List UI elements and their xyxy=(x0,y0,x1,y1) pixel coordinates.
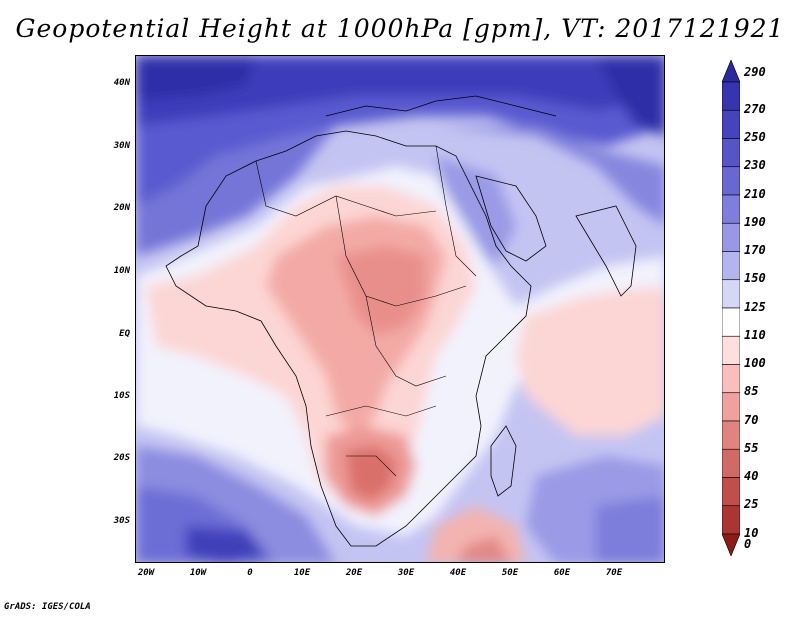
lat-label-10n: 10N xyxy=(113,266,130,276)
colorbar-label: 250 xyxy=(744,130,766,145)
europe-coast xyxy=(325,95,557,117)
lon-label-40e: 40E xyxy=(449,568,467,578)
colorbar-swatch xyxy=(722,477,740,507)
geopotential-map xyxy=(136,56,664,562)
colorbar-label: 270 xyxy=(744,101,766,116)
colorbar-label: 55 xyxy=(744,440,759,455)
lat-label-40n: 40N xyxy=(113,78,130,88)
lon-label-30e: 30E xyxy=(397,568,415,578)
colorbar-label: 100 xyxy=(744,356,766,371)
map-plot-area xyxy=(135,55,665,563)
colorbar-swatch xyxy=(722,222,740,252)
colorbar-label: 230 xyxy=(744,158,766,173)
border-south-central xyxy=(365,295,447,387)
colorbar-swatch xyxy=(722,81,740,111)
madagascar-coast xyxy=(490,425,517,497)
colorbar-swatch xyxy=(722,138,740,168)
colorbar-swatch xyxy=(722,420,740,450)
lat-label-10s: 10S xyxy=(113,391,130,401)
lat-label-20s: 20S xyxy=(113,453,130,463)
grads-credit: GrADS: IGES/COLA xyxy=(4,602,91,612)
colorbar-label: 170 xyxy=(744,243,766,258)
colorbar-label: 150 xyxy=(744,271,766,286)
colorbar-swatch xyxy=(722,251,740,281)
lat-label-eq: EQ xyxy=(119,329,130,339)
colorbar-label: 190 xyxy=(744,214,766,229)
colorbar-swatch xyxy=(722,166,740,196)
colorbar-swatch xyxy=(722,392,740,422)
colorbar-label: 10 xyxy=(744,525,759,540)
colorbar-label: 125 xyxy=(744,299,766,314)
africa-coast xyxy=(165,130,532,547)
india-coast xyxy=(575,205,637,297)
colorbar-swatch xyxy=(722,335,740,365)
colorbar-label: 85 xyxy=(744,384,759,399)
lon-label-10e: 10E xyxy=(293,568,311,578)
colorbar xyxy=(722,60,740,556)
colorbar-label: 70 xyxy=(744,412,759,427)
border-central xyxy=(335,195,467,307)
colorbar-swatch xyxy=(722,533,740,556)
arabia-coast xyxy=(475,175,547,262)
lat-label-30n: 30N xyxy=(113,141,130,151)
border-southern xyxy=(325,405,437,417)
lat-label-30s: 30S xyxy=(113,516,130,526)
colorbar-label: 290 xyxy=(744,65,766,80)
map-title: Geopotential Height at 1000hPa [gpm], VT… xyxy=(15,14,785,43)
lon-label-70e: 70E xyxy=(605,568,623,578)
lon-label-10w: 10W xyxy=(189,568,207,578)
colorbar-swatch xyxy=(722,60,740,83)
lon-label-60e: 60E xyxy=(553,568,571,578)
lon-label-20e: 20E xyxy=(345,568,363,578)
coastlines xyxy=(165,95,637,547)
lat-label-20n: 20N xyxy=(113,203,130,213)
colorbar-label: 210 xyxy=(744,186,766,201)
colorbar-label: 0 xyxy=(744,536,752,551)
colorbar-swatch xyxy=(722,279,740,309)
colorbar-label: 110 xyxy=(744,327,766,342)
border-east xyxy=(435,145,477,277)
lon-label-20w: 20W xyxy=(137,568,155,578)
colorbar-swatch xyxy=(722,505,740,535)
colorbar-swatch xyxy=(722,448,740,478)
colorbar-swatch xyxy=(722,364,740,394)
colorbar-label: 40 xyxy=(744,469,759,484)
field-contours xyxy=(136,56,664,562)
colorbar-swatch xyxy=(722,109,740,139)
colorbar-swatch xyxy=(722,194,740,224)
country-borders xyxy=(255,145,477,477)
lon-label-0: 0 xyxy=(247,568,253,578)
lon-label-50e: 50E xyxy=(501,568,519,578)
colorbar-swatch xyxy=(722,307,740,337)
colorbar-label: 25 xyxy=(744,497,759,512)
border-southafrica xyxy=(346,455,397,477)
